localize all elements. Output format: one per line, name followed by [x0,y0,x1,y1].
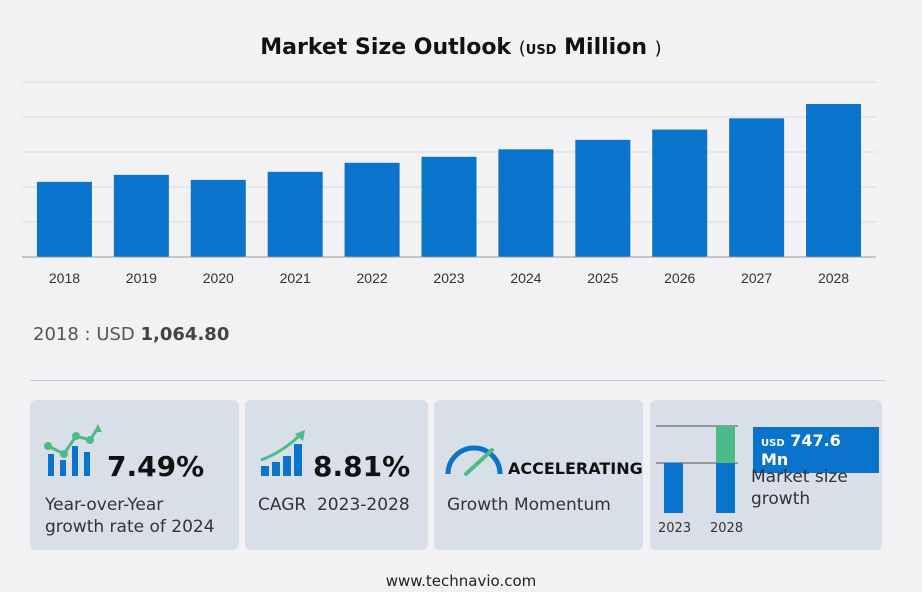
market-growth-card: 2023 2028 USD 747.6 Mn Market size growt… [650,400,882,550]
title-close-paren: ) [654,38,662,59]
speedometer-icon [445,445,503,476]
bar-2026 [652,129,708,257]
growth-label-1: Market size [751,467,848,487]
bar-2025 [575,139,631,257]
title-currency: USD [525,43,557,58]
bar-chart: 2018 2019 2020 2021 2022 2023 2024 2025 2026 2027… [22,81,876,286]
growth-value-badge: USD 747.6 Mn [753,427,879,473]
yoy-label-1: Year-over-Year [45,495,164,515]
mini-bar-2028-growth [716,426,735,463]
footer-url: www.technavio.com [385,572,537,590]
yoy-value: 7.49% [107,450,205,483]
bar-chart-trend-icon [44,424,102,476]
momentum-value: ACCELERATING [508,459,643,478]
base-year-amount: 1,064.80 [140,324,230,345]
cagr-value: 8.81% [313,450,411,483]
bar-2021 [267,171,323,257]
cagr-label: CAGR 2023-2028 [258,495,410,515]
bar-2024 [498,149,554,257]
base-year-value: 2018 : USD 1,064.80 [33,324,229,345]
bar-2023 [421,156,477,257]
divider [30,380,885,381]
chart-title: Market Size Outlook (USD Million ) [0,35,922,60]
x-tick-label: 2028 [818,270,849,286]
x-tick-label: 2024 [510,270,541,286]
rising-bars-arrow-icon [260,430,305,476]
growth-value: 747.6 Mn [761,431,841,469]
x-tick-label: 2018 [49,270,80,286]
momentum-label: Growth Momentum [447,495,611,515]
mini-bar-2023 [664,463,683,513]
base-year-prefix: 2018 : USD [33,324,135,345]
bar-2019 [113,174,169,257]
bar-2027 [729,118,785,257]
x-tick-label: 2023 [433,270,464,286]
bar-2020 [190,179,246,257]
title-unit: Million [564,35,647,60]
momentum-card: ACCELERATING Growth Momentum [434,400,643,550]
x-tick-label: 2026 [664,270,695,286]
x-tick-label: 2021 [280,270,311,286]
x-tick-label: 2025 [587,270,618,286]
x-tick-label: 2020 [203,270,234,286]
bar-2028 [806,104,862,257]
cagr-card: 8.81% CAGR 2023-2028 [245,400,428,550]
title-main: Market Size Outlook [260,35,512,60]
x-tick-label: 2019 [126,270,157,286]
yoy-label-2: growth rate of 2024 [45,517,215,537]
x-tick-label: 2027 [741,270,772,286]
growth-mini-chart [656,425,738,513]
bar-2018 [36,181,92,257]
year-start: 2023 [658,521,692,536]
growth-currency: USD [761,438,785,449]
x-tick-label: 2022 [357,270,388,286]
title-open-paren: ( [518,38,526,59]
yoy-card: 7.49% Year-over-Year growth rate of 2024 [30,400,239,550]
mini-bar-2028-base [716,463,735,513]
growth-label-2: growth [751,489,811,509]
year-end: 2028 [710,521,744,536]
bar-2022 [344,162,400,257]
